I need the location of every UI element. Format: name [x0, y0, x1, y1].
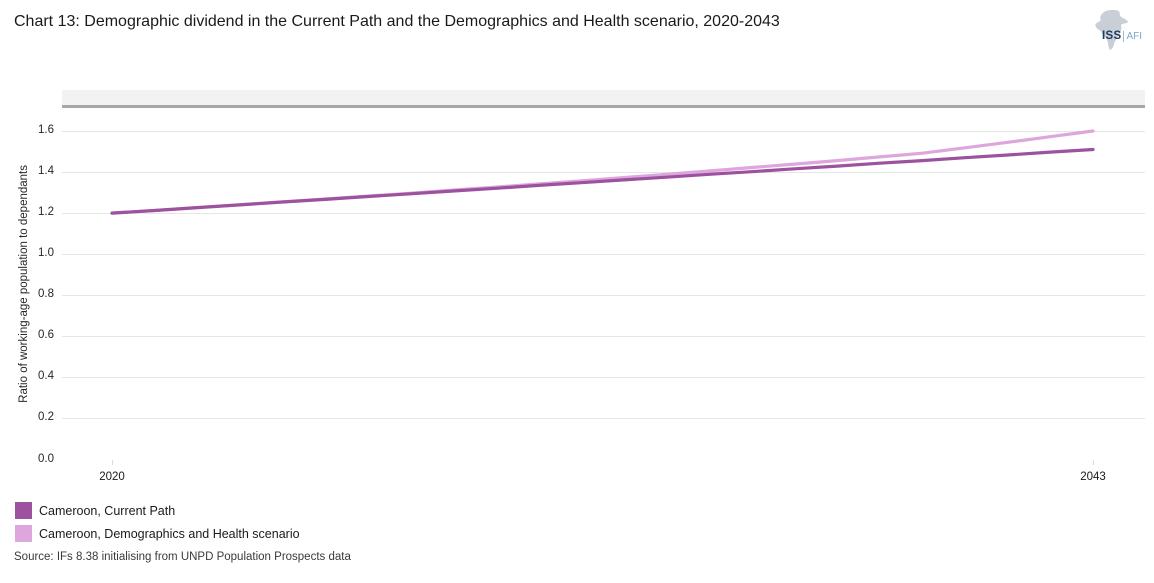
chart-title: Chart 13: Demographic dividend in the Cu…	[14, 13, 780, 30]
gridline-0.2	[62, 417, 1145, 419]
plot-area	[110, 129, 1095, 215]
series-line-current-path	[110, 147, 1095, 215]
gridline-0.4	[62, 376, 1145, 378]
logo-separator	[1123, 30, 1125, 42]
y-tick-label-1.4: 1.4	[38, 165, 54, 178]
y-tick-label-1.2: 1.2	[38, 206, 54, 219]
logo-iss-text: ISS	[1102, 30, 1122, 42]
series-line-demographics-health	[110, 129, 1095, 215]
logo-afi-text: AFI	[1126, 30, 1142, 42]
gridline-1.6	[62, 130, 1145, 132]
gridline-0.8	[62, 294, 1145, 296]
legend-swatch-current-path	[15, 502, 32, 519]
legend-label-current-path: Cameroon, Current Path	[39, 503, 176, 518]
source-note: Source: IFs 8.38 initialising from UNPD …	[14, 551, 351, 563]
y-tick-label-0.0: 0.0	[38, 452, 54, 465]
y-tick-label-0.6: 0.6	[38, 329, 54, 342]
legend-swatch-demographics-health	[15, 525, 32, 542]
iss-afi-logo: ISS AFI	[1088, 4, 1148, 58]
africa-map-icon	[1095, 9, 1129, 50]
y-axis-title: Ratio of working-age population to depen…	[16, 108, 32, 460]
x-tick-mark-2020	[112, 460, 113, 465]
chart-header-band	[62, 90, 1145, 108]
legend-item-current-path: Cameroon, Current Path	[15, 502, 300, 519]
legend: Cameroon, Current Path Cameroon, Demogra…	[15, 502, 300, 548]
x-tick-mark-2043	[1093, 460, 1094, 465]
logo-text: ISS AFI	[1102, 30, 1142, 42]
y-tick-label-1.0: 1.0	[38, 247, 54, 260]
gridline-1.2	[62, 212, 1145, 214]
y-tick-label-0.4: 0.4	[38, 370, 54, 383]
y-tick-label-0.2: 0.2	[38, 411, 54, 424]
gridline-0.6	[62, 335, 1145, 337]
y-tick-label-0.8: 0.8	[38, 288, 54, 301]
x-tick-label-2043: 2043	[1080, 471, 1106, 483]
y-axis-title-text: Ratio of working-age population to depen…	[18, 165, 30, 403]
y-tick-label-1.6: 1.6	[38, 124, 54, 136]
gridline-1.4	[62, 171, 1145, 173]
x-tick-label-2020: 2020	[99, 471, 125, 483]
legend-item-demographics-health: Cameroon, Demographics and Health scenar…	[15, 525, 300, 542]
gridline-1.0	[62, 253, 1145, 255]
legend-label-demographics-health: Cameroon, Demographics and Health scenar…	[39, 526, 300, 541]
